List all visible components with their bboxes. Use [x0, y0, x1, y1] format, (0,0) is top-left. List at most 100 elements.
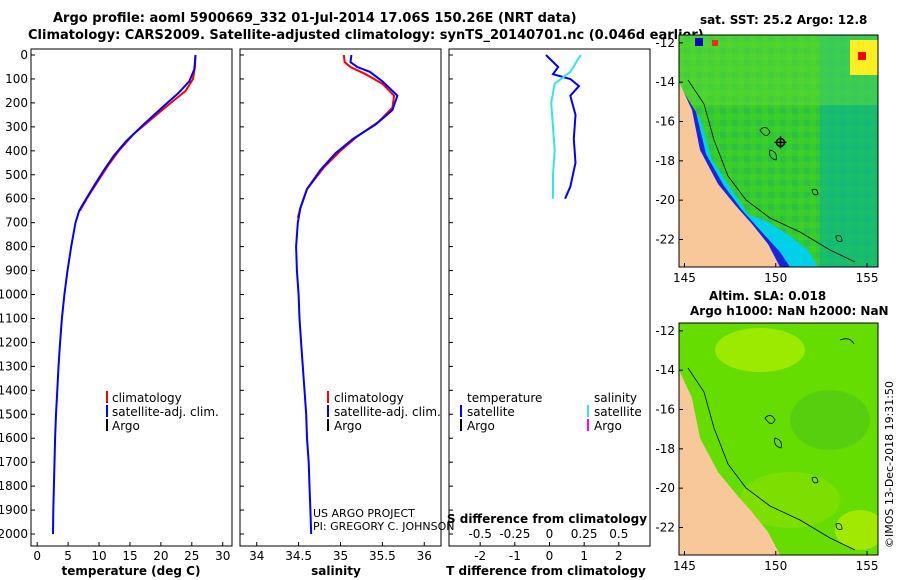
depth-tick-label: 1100	[0, 311, 28, 325]
s-difference-xlabel: S difference from climatology	[447, 512, 647, 526]
legend-heading-temperature: temperature	[467, 391, 542, 405]
depth-tick-label: 200	[5, 96, 28, 110]
x-tick-label: 36	[417, 549, 432, 563]
sst-map-frame	[678, 34, 879, 268]
series-line-temperature-satellite	[545, 54, 581, 200]
map-x-tick-label: 155	[856, 271, 879, 285]
temperature-plot: 0 5 10 15 20 25 30	[33, 54, 230, 563]
depth-tick-label: 100	[5, 72, 28, 86]
x-tick-label: 34.5	[285, 549, 312, 563]
sla-low-east	[790, 390, 870, 450]
credit-imos: ©IMOS 13-Dec-2018 19:31:50	[883, 381, 896, 548]
title-line-2: Climatology: CARS2009. Satellite-adjuste…	[28, 28, 704, 43]
legend-label-satellite: satellite-adj. clim.	[112, 405, 219, 419]
sst-land	[679, 82, 780, 267]
map-y-tick-label: -14	[655, 75, 675, 89]
depth-tick-label: 1800	[0, 479, 28, 493]
salinity-legend: climatology satellite-adj. clim. Argo	[327, 391, 441, 433]
x-tick-label: 34	[249, 549, 264, 563]
sla-map-subtitle: Argo h1000: NaN h2000: NaN	[690, 304, 889, 318]
legend-label-s-satellite: satellite	[594, 405, 642, 419]
x-tick-label: 1	[580, 549, 588, 563]
s-tick-label: 0.25	[571, 527, 598, 541]
x-tick-label: 25	[184, 549, 199, 563]
x-tick-label: 35.5	[369, 549, 396, 563]
t-difference-xlabel: T difference from climatology	[446, 564, 646, 578]
series-line-salinity-satellite	[550, 54, 582, 199]
map-y-tick-label: -18	[655, 442, 675, 456]
map-x-tick-label: 155	[856, 559, 879, 573]
depth-tick-label: 0	[20, 48, 28, 62]
sla-reefs	[764, 338, 855, 530]
s-tick-label: -0.5	[468, 527, 491, 541]
salinity-xlabel: salinity	[311, 564, 361, 578]
map-x-tick-label: 150	[764, 559, 787, 573]
legend-label-t-satellite: satellite	[467, 405, 515, 419]
sst-reefs	[759, 127, 843, 242]
x-tick-label: -2	[474, 549, 486, 563]
sst-contour	[687, 79, 856, 263]
legend-label-argo: Argo	[334, 419, 362, 433]
argo-position-cross	[774, 136, 787, 149]
sla-high-southeast	[835, 510, 878, 550]
series-line-satellite-adj-clim-	[295, 54, 399, 535]
depth-tick-label: 1900	[0, 503, 28, 517]
depth-tick-label: 1700	[0, 455, 28, 469]
depth-tick-label: 700	[5, 216, 28, 230]
series-line-climatology	[79, 54, 197, 212]
map-y-tick-label: -20	[655, 193, 675, 207]
sst-map-axes: 145 150 155 -12 -14 -16 -18 -20 -22	[655, 36, 878, 285]
difference-panel-frame	[448, 48, 651, 547]
sst-patch-red	[858, 52, 866, 60]
map-x-tick-label: 145	[673, 271, 696, 285]
sst-map-title: sat. SST: 25.2 Argo: 12.8	[700, 13, 868, 27]
map-y-tick-label: -22	[655, 520, 675, 534]
map-y-tick-label: -16	[655, 403, 675, 417]
legend-label-climatology: climatology	[112, 391, 182, 405]
sla-land	[679, 370, 780, 555]
temperature-xlabel: temperature (deg C)	[62, 564, 201, 578]
x-tick-label: 5	[64, 549, 72, 563]
sla-mid-south	[740, 472, 840, 528]
sla-contour	[687, 367, 856, 551]
sla-map: 145 150 155 -12 -14 -16 -18 -20 -22	[655, 322, 879, 573]
sst-argo-marker	[774, 136, 787, 149]
x-tick-label: 15	[122, 549, 137, 563]
difference-plot: -2 -1 0 1 2 -0.5 -0.25 0 0.25 0.5	[468, 54, 628, 563]
credit-project: US ARGO PROJECT	[313, 507, 415, 520]
title-line-1: Argo profile: aoml 5900669_332 01-Jul-20…	[53, 11, 577, 26]
legend-label-satellite: satellite-adj. clim.	[334, 405, 441, 419]
depth-tick-label: 900	[5, 264, 28, 278]
s-tick-label: 0	[546, 527, 554, 541]
depth-tick-label: 1300	[0, 359, 28, 373]
x-tick-label: 30	[215, 549, 230, 563]
sst-north-band	[679, 35, 878, 105]
sst-patch-red-2	[712, 40, 718, 46]
depth-tick-label: 400	[5, 144, 28, 158]
legend-label-t-argo: Argo	[467, 419, 495, 433]
depth-tick-label: 500	[5, 168, 28, 182]
map-y-tick-label: -16	[655, 115, 675, 129]
map-y-tick-label: -12	[655, 36, 675, 50]
series-line-satellite-adj-clim-	[52, 54, 197, 535]
legend-heading-salinity: salinity	[594, 391, 637, 405]
credit-pi: PI: GREGORY C. JOHNSON	[313, 520, 454, 533]
legend-label-argo: Argo	[112, 419, 140, 433]
salinity-plot: 34 34.5 35 35.5 36	[249, 54, 432, 563]
depth-tick-label: 1500	[0, 407, 28, 421]
depth-tick-label: 1400	[0, 383, 28, 397]
x-tick-label: 0	[33, 549, 41, 563]
s-tick-label: 0.5	[609, 527, 628, 541]
x-tick-label: -1	[509, 549, 521, 563]
map-y-tick-label: -22	[655, 232, 675, 246]
temperature-legend: climatology satellite-adj. clim. Argo	[106, 391, 219, 433]
sla-map-frame	[678, 322, 879, 556]
salinity-panel-frame	[239, 48, 442, 547]
x-tick-label: 20	[153, 549, 168, 563]
x-tick-label: 35	[333, 549, 348, 563]
map-x-tick-label: 150	[764, 271, 787, 285]
depth-tick-label: 1200	[0, 335, 28, 349]
sla-map-title: Altim. SLA: 0.018	[709, 289, 827, 303]
map-y-tick-label: -20	[655, 481, 675, 495]
